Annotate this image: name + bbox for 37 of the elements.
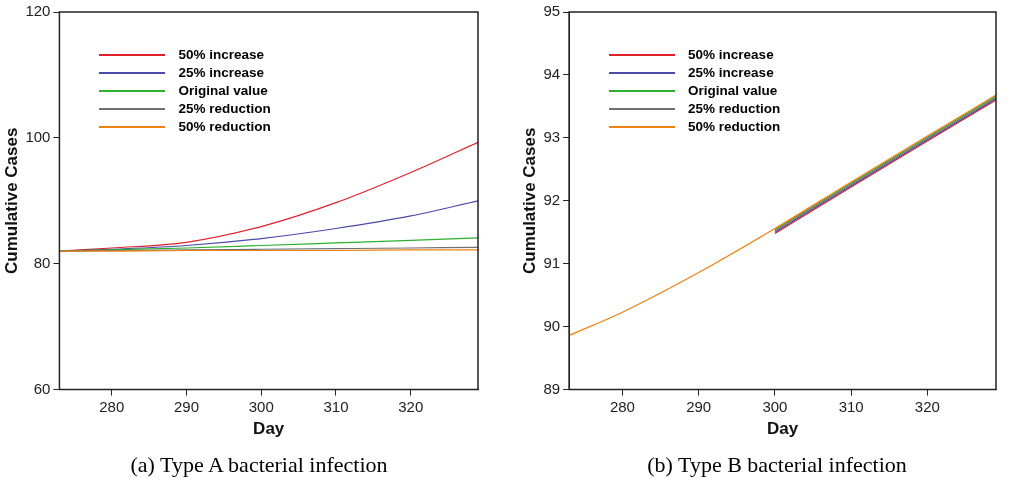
y-axis-title: Cumulative Cases [519,127,539,275]
y-tick-label: 92 [543,190,561,208]
x-tick-label: 320 [398,397,424,415]
y-axis-title: Cumulative Cases [1,127,21,275]
y-tick-label: 95 [543,2,561,20]
x-tick-label: 290 [173,397,200,415]
legend-label: 25% reduction [688,100,781,118]
legend-label: 25% reduction [178,100,271,118]
y-tick-label: 100 [25,128,51,146]
y-tick-label: 120 [25,2,51,20]
x-tick-label: 300 [762,397,788,415]
legend-label: Original value [688,82,778,100]
text: (b) Type B bacterial infection [646,452,908,478]
x-tick-label: 310 [838,397,864,415]
legend-label: 25% increase [178,64,264,82]
y-tick-label: 89 [543,379,561,397]
x-tick-label: 280 [609,397,635,415]
x-tick-label: 290 [686,397,712,415]
x-axis-title: Day [766,419,799,439]
legend-label: Original value [178,82,268,100]
x-tick-label: 280 [99,397,125,415]
y-tick-label: 60 [33,379,51,397]
x-tick-label: 310 [323,397,349,415]
y-tick-label: 94 [543,65,561,83]
x-tick-label: 320 [914,397,940,415]
x-tick-label: 300 [248,397,274,415]
legend-label: 25% increase [688,64,774,82]
y-tick-label: 91 [543,253,561,271]
y-tick-label: 80 [33,253,51,271]
x-axis-title: Day [253,419,285,439]
legend-label: 50% increase [688,46,774,64]
text: (a) Type A bacterial infection [129,452,389,478]
legend-label: 50% reduction [178,118,271,136]
legend-label: 50% increase [178,46,264,64]
legend-label: 50% reduction [688,118,781,136]
y-tick-label: 93 [543,128,561,146]
y-tick-label: 90 [543,316,561,334]
